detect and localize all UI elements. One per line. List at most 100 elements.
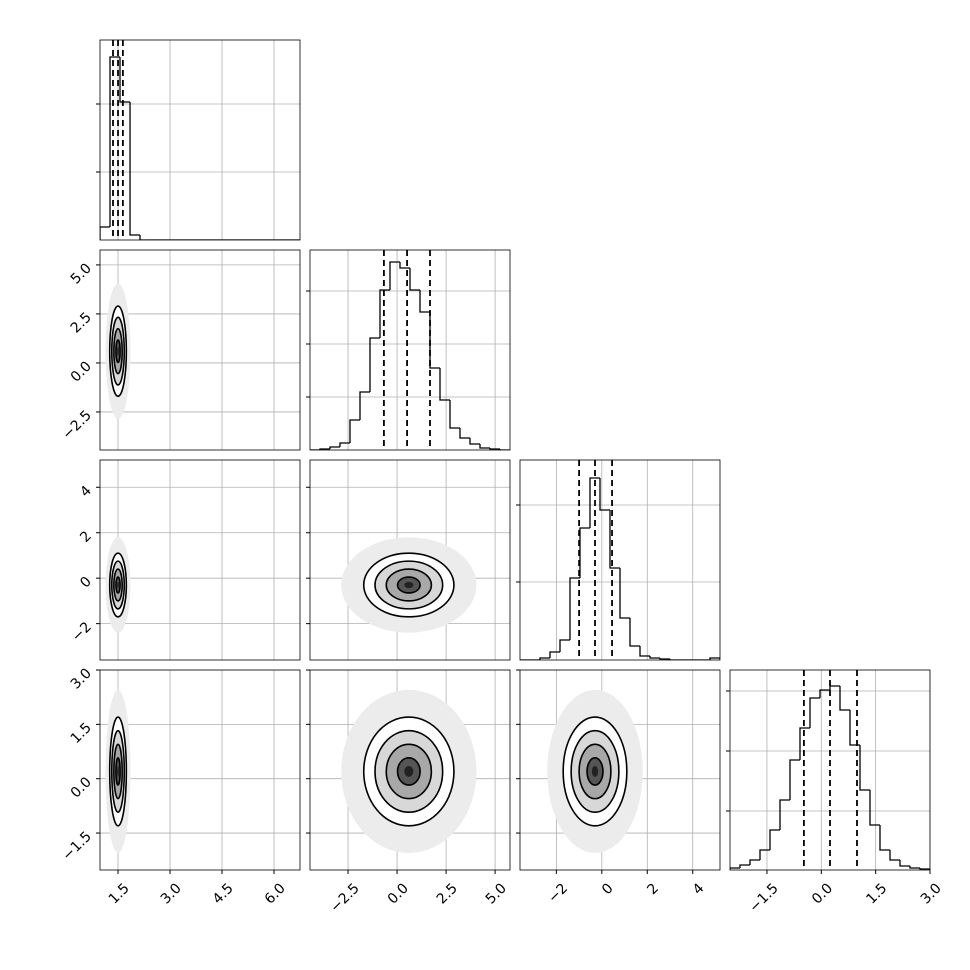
x-tick-label: 5.0: [483, 880, 510, 907]
histogram-bin: [599, 478, 610, 511]
panel: [100, 40, 300, 240]
panel-frame: [309, 249, 511, 451]
x-tick-label: 6.0: [262, 880, 289, 907]
y-tick-label: 2.5: [68, 309, 95, 336]
histogram-bin: [849, 710, 860, 746]
y-tick-label: −1.5: [59, 829, 94, 864]
panel: [310, 460, 510, 660]
x-tick-label: 2.5: [434, 880, 461, 907]
histogram-bin: [569, 577, 580, 640]
histogram-bin: [709, 657, 720, 660]
panel-frame: [519, 459, 721, 661]
histogram-bin: [549, 651, 560, 658]
histogram-bin: [809, 697, 820, 728]
panel: [100, 460, 300, 660]
histogram-bin: [439, 368, 450, 401]
panel: [100, 250, 300, 450]
histogram-bin: [739, 864, 750, 868]
density-contour: [117, 346, 119, 356]
histogram-bin: [839, 686, 850, 711]
panel: [310, 250, 510, 450]
histogram-bin: [539, 657, 550, 660]
panel: [520, 460, 720, 660]
panel-frame: [99, 39, 301, 241]
panel: [730, 670, 930, 870]
histogram-bin: [579, 527, 590, 578]
density-contour: [591, 766, 599, 777]
density-contour: [117, 766, 119, 777]
y-tick-label: 0: [77, 574, 95, 592]
x-tick-label: −2: [545, 880, 571, 906]
x-tick-label: 0.0: [809, 880, 836, 907]
y-tick-label: 5.0: [68, 260, 95, 287]
histogram-bin: [469, 438, 480, 445]
y-tick-label: 3.0: [68, 666, 95, 693]
histogram-bin: [649, 656, 660, 659]
histogram-bin: [100, 226, 111, 240]
histogram-bin: [139, 235, 151, 240]
panel-frame: [729, 669, 931, 871]
x-tick-label: −1.5: [746, 880, 781, 915]
histogram-bin: [129, 102, 140, 236]
histogram-bin: [909, 866, 920, 869]
histogram-bin: [449, 400, 460, 429]
panel: [520, 670, 720, 870]
histogram-bin: [819, 689, 830, 698]
histogram-bin: [339, 442, 350, 447]
panel-frame: [99, 459, 301, 661]
x-tick-label: 3.0: [158, 880, 185, 907]
histogram-bin: [389, 261, 400, 290]
histogram-bin: [639, 646, 650, 657]
histogram-bin: [359, 391, 370, 420]
histogram-bin: [119, 57, 131, 103]
panel-frame: [309, 459, 511, 661]
histogram-bin: [829, 685, 840, 690]
y-tick-label: 1.5: [68, 720, 95, 747]
y-tick-label: −2: [69, 619, 95, 645]
histogram-bin: [759, 849, 770, 860]
histogram-bin: [589, 477, 600, 528]
x-tick-label: 1.5: [106, 880, 133, 907]
histogram-bin: [789, 759, 800, 800]
histogram-bin: [879, 825, 890, 851]
histogram-bin: [379, 289, 390, 338]
histogram-bin: [919, 868, 930, 870]
density-contour: [117, 581, 119, 589]
y-tick-label: 0.0: [68, 358, 95, 385]
histogram-bin: [369, 337, 380, 392]
panel: [100, 670, 300, 870]
histogram-bin: [609, 510, 620, 569]
histogram-bin: [749, 859, 760, 865]
histogram-bin: [889, 850, 900, 861]
histogram-bin: [399, 262, 410, 269]
histogram-bin: [779, 799, 790, 830]
histogram-bin: [479, 444, 490, 449]
panel-frame: [99, 669, 301, 871]
panel: [310, 670, 510, 870]
histogram-bin: [669, 659, 680, 660]
histogram-bin: [619, 568, 630, 619]
y-tick-label: 2: [77, 528, 95, 546]
histogram-bin: [730, 867, 740, 870]
histogram-bin: [799, 727, 810, 760]
histogram-bin: [899, 860, 910, 867]
density-contour: [404, 766, 414, 777]
panel-frame: [519, 669, 721, 871]
x-tick-label: 4.5: [210, 880, 237, 907]
x-tick-label: 2: [644, 880, 662, 898]
histogram-bin: [429, 312, 440, 369]
y-tick-label: −2.5: [59, 407, 94, 442]
histogram-bin: [859, 745, 870, 791]
histogram-bin: [109, 56, 120, 227]
histogram-bin: [559, 639, 570, 652]
panel-frame: [309, 669, 511, 871]
histogram-bin: [659, 658, 670, 660]
x-tick-label: −2.5: [327, 880, 362, 915]
x-tick-label: 3.0: [918, 880, 945, 907]
y-tick-label: 4: [77, 483, 95, 501]
x-tick-label: 0.0: [385, 880, 412, 907]
x-tick-label: 0: [599, 880, 617, 898]
histogram-bin: [489, 448, 500, 450]
histogram-bin: [419, 290, 430, 313]
